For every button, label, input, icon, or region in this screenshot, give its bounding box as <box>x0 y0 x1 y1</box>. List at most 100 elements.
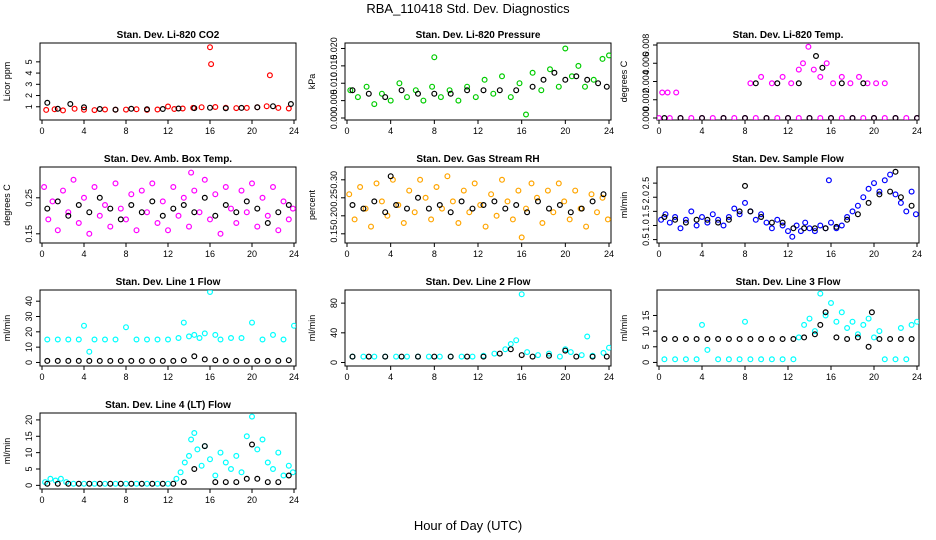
data-point <box>731 115 738 120</box>
data-point <box>289 469 296 476</box>
data-point <box>395 202 402 209</box>
data-point <box>504 198 511 205</box>
x-tick-label: 8 <box>742 249 747 259</box>
data-point <box>212 212 219 219</box>
data-point <box>844 216 851 223</box>
data-point <box>263 103 270 110</box>
chart-panel-7: Stan. Dev. Line 1 Flow ml/min 0 4 8 12 16 20 24 0… <box>2 277 299 382</box>
y-tick-label: 0.006 <box>641 52 651 75</box>
data-point <box>584 76 591 83</box>
data-point <box>80 322 87 329</box>
data-point <box>128 202 135 209</box>
data-point <box>556 202 563 209</box>
data-point <box>849 115 856 120</box>
data-point <box>539 220 546 227</box>
data-point <box>396 80 403 87</box>
data-point <box>363 83 370 90</box>
x-tick-label: 8 <box>123 372 128 382</box>
data-point <box>491 198 498 205</box>
data-point <box>357 184 364 191</box>
data-point <box>285 472 292 479</box>
data-point <box>788 80 795 87</box>
data-point <box>741 182 748 189</box>
data-point <box>175 212 182 219</box>
data-point <box>96 105 103 112</box>
y-tick-label: 0 <box>24 483 34 488</box>
data-point <box>677 225 684 232</box>
data-point <box>556 353 563 360</box>
y-tick-label: 40 <box>329 328 339 338</box>
data-point <box>736 356 743 363</box>
data-point <box>291 322 296 329</box>
data-point <box>86 348 93 355</box>
data-point <box>868 309 875 316</box>
data-point <box>191 353 198 360</box>
data-point <box>566 216 573 223</box>
data-point <box>122 216 129 223</box>
data-point <box>806 225 813 232</box>
data-point <box>693 356 700 363</box>
data-point <box>466 209 473 216</box>
data-point <box>180 479 187 486</box>
y-tick-label: 0.005 <box>329 89 339 112</box>
data-point <box>371 353 378 360</box>
data-point <box>65 336 72 343</box>
y-axis-label: degrees C <box>619 60 629 102</box>
data-point <box>259 336 266 343</box>
data-point <box>86 230 93 237</box>
data-point <box>581 83 588 90</box>
y-tick-label: 2 <box>24 93 34 98</box>
x-tick-label: 16 <box>205 126 215 136</box>
data-point <box>849 318 856 325</box>
data-point <box>393 353 400 360</box>
data-point <box>589 198 596 205</box>
data-point <box>360 205 367 212</box>
data-point <box>429 83 436 90</box>
y-tick-label: 0.004 <box>641 70 651 93</box>
data-point <box>507 341 514 348</box>
data-point <box>887 336 894 343</box>
data-point <box>138 209 145 216</box>
data-point <box>551 69 558 76</box>
data-point <box>144 209 151 216</box>
data-point <box>817 290 824 297</box>
data-point <box>693 216 700 223</box>
data-point <box>516 80 523 87</box>
x-tick-label: 16 <box>517 249 527 259</box>
data-point <box>801 334 808 341</box>
data-point <box>428 216 435 223</box>
data-point <box>254 104 261 111</box>
data-point <box>774 115 781 120</box>
data-point <box>75 480 82 487</box>
plot-frame <box>39 289 297 367</box>
data-point <box>75 202 82 209</box>
chart-title: Stan. Dev. Line 3 Flow <box>736 277 841 288</box>
data-point <box>398 353 405 360</box>
data-point <box>758 211 765 218</box>
data-points <box>347 45 611 118</box>
data-point <box>415 90 422 97</box>
data-point <box>513 337 520 344</box>
data-point <box>275 227 282 234</box>
data-point <box>518 352 525 359</box>
data-point <box>349 87 356 94</box>
y-tick-label: 0.20 <box>329 207 339 225</box>
data-point <box>144 106 151 113</box>
data-point <box>54 105 61 112</box>
data-point <box>75 220 82 227</box>
data-point <box>693 336 700 343</box>
data-point <box>774 80 781 87</box>
x-tick-label: 24 <box>604 126 614 136</box>
data-point <box>122 106 129 113</box>
data-point <box>289 205 296 212</box>
data-point <box>545 350 552 357</box>
data-point <box>285 357 292 364</box>
data-point <box>65 209 72 216</box>
data-point <box>825 177 832 184</box>
data-point <box>181 459 188 466</box>
y-tick-label: 0.25 <box>329 189 339 207</box>
data-point <box>578 352 585 359</box>
data-point <box>876 328 883 335</box>
x-tick-label: 12 <box>473 249 483 259</box>
chart-title: Stan. Dev. Line 2 Flow <box>426 277 531 288</box>
